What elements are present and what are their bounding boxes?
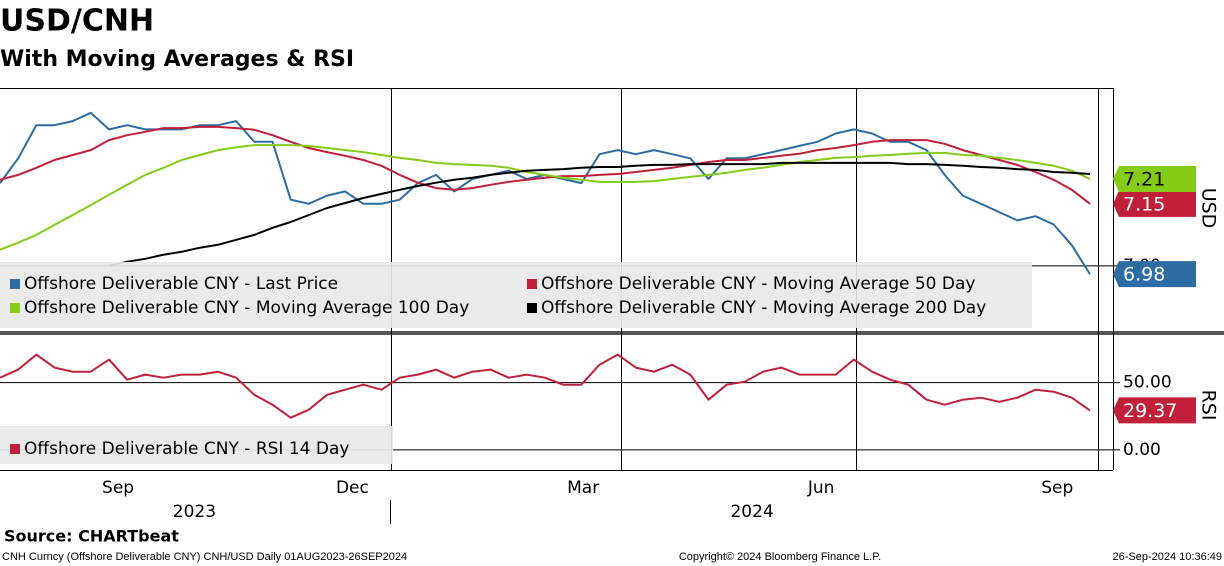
footer-center: Copyright© 2024 Bloomberg Finance L.P. xyxy=(679,551,881,563)
footer-right: 26-Sep-2024 10:36:49 xyxy=(1113,551,1222,563)
x-tick-label: Sep xyxy=(102,478,134,498)
y-axis-label: USD xyxy=(1198,188,1220,229)
legend-swatch xyxy=(10,279,20,289)
chart-subtitle: With Moving Averages & RSI xyxy=(0,47,354,72)
label-layer: 6.98 7.157.21 29.37 xyxy=(1113,166,1196,424)
footer-left: CNH Curncy (Offshore Deliverable CNY) CN… xyxy=(2,551,407,563)
legend-layer: Offshore Deliverable CNY - Last Price Off… xyxy=(0,262,1032,464)
legend-label: Offshore Deliverable CNY - Moving Averag… xyxy=(24,298,469,318)
value-label-box xyxy=(1113,261,1196,288)
x-tick-label: Jun xyxy=(807,478,835,498)
legend-label: Offshore Deliverable CNY - Moving Averag… xyxy=(541,274,975,294)
x-tick-label: Sep xyxy=(1041,478,1073,498)
value-label-box xyxy=(1113,397,1196,424)
x-year-label: 2024 xyxy=(730,502,773,522)
legend-box xyxy=(0,426,393,464)
value-label-box xyxy=(1113,190,1196,217)
legend-label: Offshore Deliverable CNY - RSI 14 Day xyxy=(24,439,349,459)
value-label: 29.37 xyxy=(1123,400,1177,422)
series-line xyxy=(0,111,1091,275)
value-label: 6.98 xyxy=(1123,264,1165,286)
x-tick-label: Dec xyxy=(336,478,369,498)
series-line xyxy=(0,144,1091,251)
legend-swatch xyxy=(10,444,20,454)
legend-label: Offshore Deliverable CNY - Moving Averag… xyxy=(541,298,986,318)
source: Source: CHARTbeat xyxy=(4,527,179,546)
series-layer xyxy=(0,111,1091,419)
legend-swatch xyxy=(527,303,537,313)
legend-label: Offshore Deliverable CNY - Last Price xyxy=(24,274,338,294)
series-line xyxy=(108,161,1091,267)
frame xyxy=(0,88,1224,524)
value-label: 7.21 xyxy=(1123,169,1165,191)
legend-box xyxy=(0,262,1032,328)
value-label: 7.15 xyxy=(1123,193,1165,215)
x-year-label: 2023 xyxy=(173,502,216,522)
x-tick-label: Mar xyxy=(567,478,599,498)
chart-title: USD/CNH xyxy=(0,4,154,39)
y-axis-label: RSI xyxy=(1198,390,1220,421)
y-tick-label: 50.00 xyxy=(1123,373,1172,393)
legend-swatch xyxy=(10,303,20,313)
series-line xyxy=(0,125,1091,205)
series-line xyxy=(0,353,1091,419)
y-tick-label: 0.00 xyxy=(1123,440,1161,460)
value-label-box xyxy=(1113,166,1196,193)
legend-swatch xyxy=(527,279,537,289)
